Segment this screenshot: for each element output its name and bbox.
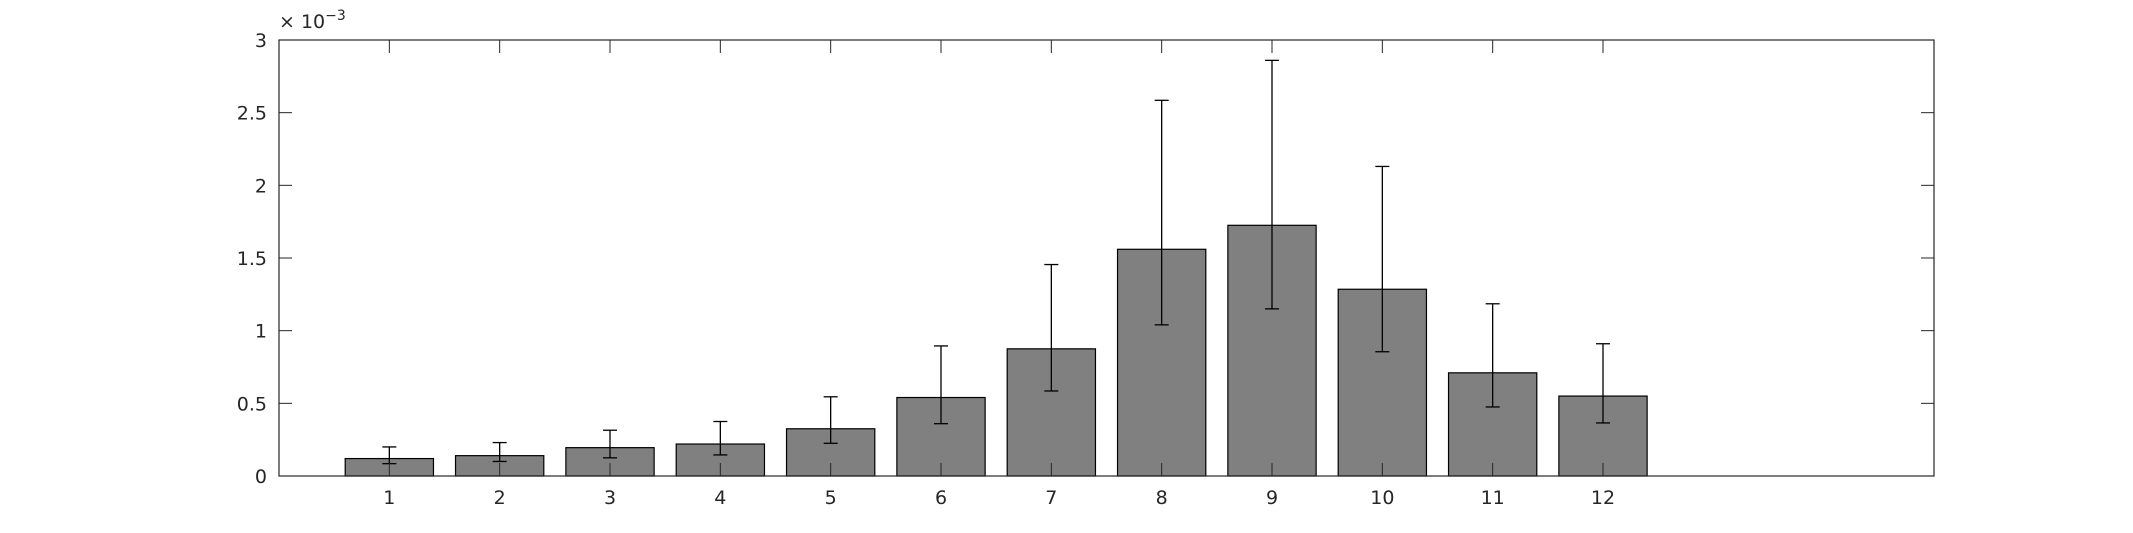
x-tick-label: 5 (825, 487, 837, 509)
y-tick-label: 1.5 (237, 248, 267, 270)
y-exponent-label: × 10−3 (279, 8, 346, 33)
error-bar-12 (1596, 343, 1610, 424)
error-bar-11 (1485, 303, 1500, 408)
x-tick-label: 6 (935, 487, 947, 509)
error-bar-3 (603, 429, 617, 459)
x-tick-label: 4 (714, 487, 726, 509)
x-tick-label: 8 (1156, 487, 1168, 509)
error-bar-5 (823, 396, 838, 444)
y-tick-label: 3 (255, 30, 267, 52)
x-tick-label: 10 (1370, 487, 1394, 509)
x-tick-label: 1 (383, 487, 395, 509)
x-tick-label: 11 (1481, 487, 1505, 509)
bars (344, 224, 1648, 477)
x-tick-label: 2 (494, 487, 506, 509)
error-bar-2 (492, 441, 507, 463)
error-bar-9 (1265, 59, 1279, 310)
y-exponent-power: −3 (325, 8, 346, 24)
axes-box (278, 39, 1935, 477)
error-bars (382, 59, 1610, 465)
y-exponent-base: × 10 (279, 11, 325, 33)
axis-ticks (279, 39, 1934, 477)
x-tick-label: 9 (1266, 487, 1278, 509)
error-bar-10 (1375, 165, 1390, 353)
error-bar-4 (713, 420, 728, 456)
y-tick-label: 2.5 (237, 103, 267, 125)
x-tick-label: 3 (604, 487, 616, 509)
error-bar-7 (1044, 263, 1059, 392)
error-bar-6 (934, 345, 948, 425)
x-tick-label: 12 (1591, 487, 1615, 509)
x-tick-label: 7 (1045, 487, 1057, 509)
error-bar-8 (1154, 99, 1169, 326)
y-tick-label: 1 (255, 321, 267, 343)
y-tick-label: 0 (255, 466, 267, 488)
y-tick-label: 2 (255, 175, 267, 197)
y-tick-label: 0.5 (237, 393, 267, 415)
